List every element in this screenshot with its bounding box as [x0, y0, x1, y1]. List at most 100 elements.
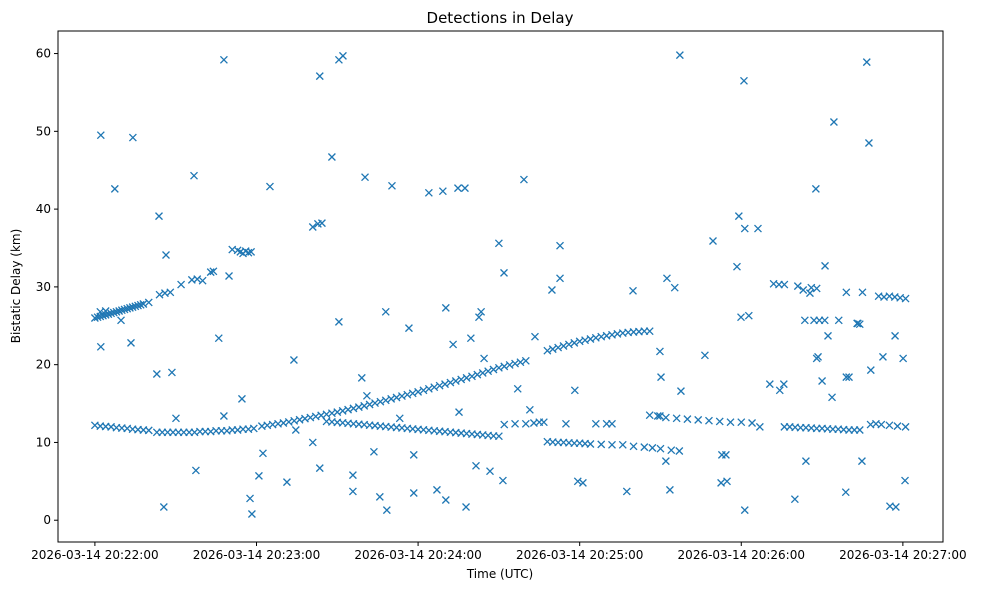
data-point-x-marker: [737, 418, 746, 427]
data-point-x-marker: [460, 184, 469, 193]
data-point-x-marker: [824, 331, 832, 340]
data-point-x-marker: [744, 311, 753, 320]
data-point-x-marker: [805, 289, 814, 298]
data-point-x-marker: [127, 338, 135, 347]
data-point-x-marker: [675, 51, 684, 60]
data-point-x-marker: [755, 422, 764, 431]
data-point-x-marker: [484, 367, 493, 376]
data-point-x-marker: [864, 139, 873, 147]
data-point-x-marker: [513, 384, 522, 393]
data-point-x-marker: [821, 261, 829, 270]
data-point-x-marker: [570, 386, 579, 395]
data-point-x-marker: [474, 313, 483, 322]
data-point-x-marker: [395, 414, 404, 423]
data-point-x-marker: [547, 286, 556, 294]
data-point-x-marker: [477, 307, 486, 316]
data-point-x-marker: [740, 506, 749, 515]
data-point-x-marker: [162, 251, 170, 259]
data-point-x-marker: [225, 272, 233, 280]
y-tick-label: 30: [36, 280, 51, 294]
data-point-x-marker: [152, 370, 161, 378]
data-point-x-marker: [670, 283, 679, 292]
data-point-x-marker: [901, 422, 910, 431]
data-point-x-marker: [128, 133, 137, 142]
data-point-x-marker: [608, 419, 616, 428]
data-point-x-marker: [842, 288, 851, 297]
y-axis-label: Bistatic Delay (km): [9, 229, 23, 344]
data-point-x-marker: [657, 373, 665, 382]
data-point-x-marker: [539, 418, 548, 427]
data-point-x-marker: [334, 317, 343, 326]
data-point-x-marker: [790, 495, 799, 504]
data-point-x-marker: [733, 262, 741, 271]
data-point-x-marker: [578, 478, 587, 487]
data-point-x-marker: [214, 334, 223, 343]
data-point-x-marker: [441, 496, 450, 504]
data-point-x-marker: [237, 394, 246, 403]
data-point-x-marker: [653, 412, 662, 420]
data-point-x-marker: [629, 442, 638, 451]
data-point-x-marker: [715, 417, 724, 426]
data-point-x-marker: [618, 440, 627, 449]
data-point-x-marker: [473, 370, 482, 379]
data-point-x-marker: [327, 153, 336, 161]
data-point-x-marker: [740, 76, 748, 85]
data-point-x-marker: [110, 184, 119, 193]
data-point-x-marker: [500, 268, 508, 277]
data-point-x-marker: [748, 419, 757, 427]
x-tick-label: 2026-03-14 20:25:00: [516, 548, 643, 562]
data-point-x-marker: [478, 368, 487, 377]
data-point-x-marker: [362, 391, 371, 400]
data-point-x-marker: [842, 373, 851, 382]
data-point-x-marker: [167, 368, 176, 377]
data-point-x-marker: [891, 331, 900, 340]
data-point-x-marker: [472, 461, 480, 470]
data-point-x-marker: [361, 173, 369, 182]
data-point-x-marker: [494, 432, 503, 441]
data-point-x-marker: [519, 175, 528, 184]
data-point-x-marker: [486, 467, 494, 476]
data-point-x-marker: [640, 443, 649, 452]
data-point-x-marker: [489, 365, 498, 374]
data-point-x-marker: [622, 487, 631, 496]
data-point-x-marker: [424, 188, 433, 197]
data-point-x-marker: [404, 324, 413, 333]
data-point-x-marker: [726, 418, 735, 427]
y-axis: 0 10 20 30 40 50 60: [36, 47, 58, 527]
y-tick-label: 50: [36, 124, 51, 138]
data-point-x-marker: [467, 372, 476, 381]
data-point-x-marker: [209, 267, 218, 276]
data-point-x-marker: [814, 352, 822, 361]
data-point-x-marker: [441, 303, 450, 312]
data-point-x-marker: [511, 419, 520, 428]
data-point-x-marker: [144, 298, 153, 307]
data-point-x-marker: [893, 422, 902, 431]
data-point-x-marker: [375, 492, 384, 501]
data-point-x-marker: [159, 503, 168, 511]
data-point-x-marker: [858, 288, 867, 297]
data-point-x-marker: [754, 224, 762, 233]
data-point-x-marker: [645, 327, 654, 336]
data-point-x-marker: [901, 476, 909, 485]
data-point-x-marker: [308, 223, 317, 231]
chart-title: Detections in Delay: [427, 9, 574, 27]
data-point-x-marker: [665, 485, 674, 494]
data-point-x-marker: [198, 276, 207, 285]
data-point-x-marker: [878, 352, 887, 361]
data-point-x-marker: [899, 354, 908, 363]
data-point-x-marker: [877, 420, 886, 429]
data-point-x-marker: [608, 440, 616, 449]
data-point-x-marker: [348, 471, 357, 480]
data-point-x-marker: [219, 412, 228, 420]
data-point-x-marker: [655, 347, 664, 356]
data-point-x-marker: [500, 420, 509, 429]
data-point-x-marker: [723, 477, 731, 486]
data-point-x-marker: [466, 334, 475, 343]
data-point-x-marker: [348, 487, 357, 496]
data-point-x-marker: [101, 307, 110, 315]
y-tick-label: 40: [36, 202, 51, 216]
data-point-x-marker: [453, 184, 462, 193]
x-axis-label: Time (UTC): [466, 567, 533, 581]
data-point-x-marker: [462, 503, 470, 511]
data-point-x-marker: [249, 424, 258, 433]
